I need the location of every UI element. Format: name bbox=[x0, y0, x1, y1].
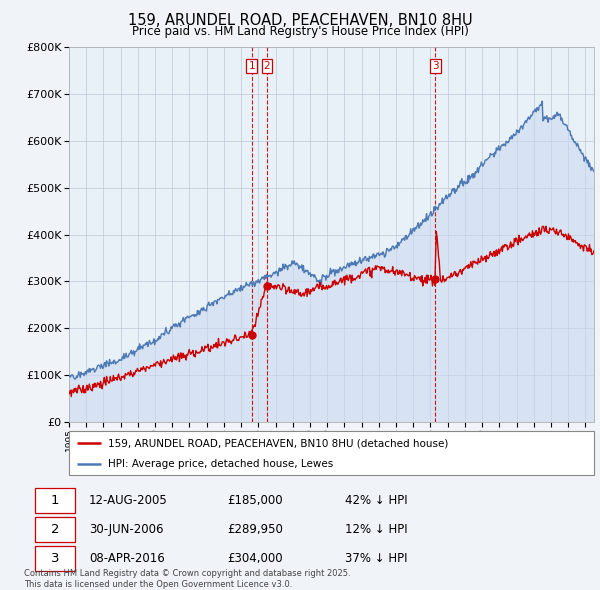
Text: 30-JUN-2006: 30-JUN-2006 bbox=[89, 523, 163, 536]
Text: 159, ARUNDEL ROAD, PEACEHAVEN, BN10 8HU: 159, ARUNDEL ROAD, PEACEHAVEN, BN10 8HU bbox=[128, 13, 472, 28]
Text: 12% ↓ HPI: 12% ↓ HPI bbox=[346, 523, 408, 536]
Text: £304,000: £304,000 bbox=[227, 552, 283, 565]
Text: £289,950: £289,950 bbox=[227, 523, 283, 536]
Text: 42% ↓ HPI: 42% ↓ HPI bbox=[346, 494, 408, 507]
FancyBboxPatch shape bbox=[35, 546, 75, 571]
Text: 3: 3 bbox=[432, 61, 439, 71]
Text: 12-AUG-2005: 12-AUG-2005 bbox=[89, 494, 167, 507]
Text: 37% ↓ HPI: 37% ↓ HPI bbox=[346, 552, 408, 565]
FancyBboxPatch shape bbox=[35, 517, 75, 542]
Text: 1: 1 bbox=[248, 61, 255, 71]
Text: 2: 2 bbox=[263, 61, 270, 71]
Text: 3: 3 bbox=[51, 552, 59, 565]
FancyBboxPatch shape bbox=[35, 488, 75, 513]
Text: HPI: Average price, detached house, Lewes: HPI: Average price, detached house, Lewe… bbox=[109, 459, 334, 469]
Text: £185,000: £185,000 bbox=[227, 494, 283, 507]
Text: 1: 1 bbox=[51, 494, 59, 507]
FancyBboxPatch shape bbox=[69, 431, 594, 475]
Text: Price paid vs. HM Land Registry's House Price Index (HPI): Price paid vs. HM Land Registry's House … bbox=[131, 25, 469, 38]
Text: 08-APR-2016: 08-APR-2016 bbox=[89, 552, 164, 565]
Text: Contains HM Land Registry data © Crown copyright and database right 2025.
This d: Contains HM Land Registry data © Crown c… bbox=[24, 569, 350, 589]
Text: 2: 2 bbox=[51, 523, 59, 536]
Text: 159, ARUNDEL ROAD, PEACEHAVEN, BN10 8HU (detached house): 159, ARUNDEL ROAD, PEACEHAVEN, BN10 8HU … bbox=[109, 438, 449, 448]
